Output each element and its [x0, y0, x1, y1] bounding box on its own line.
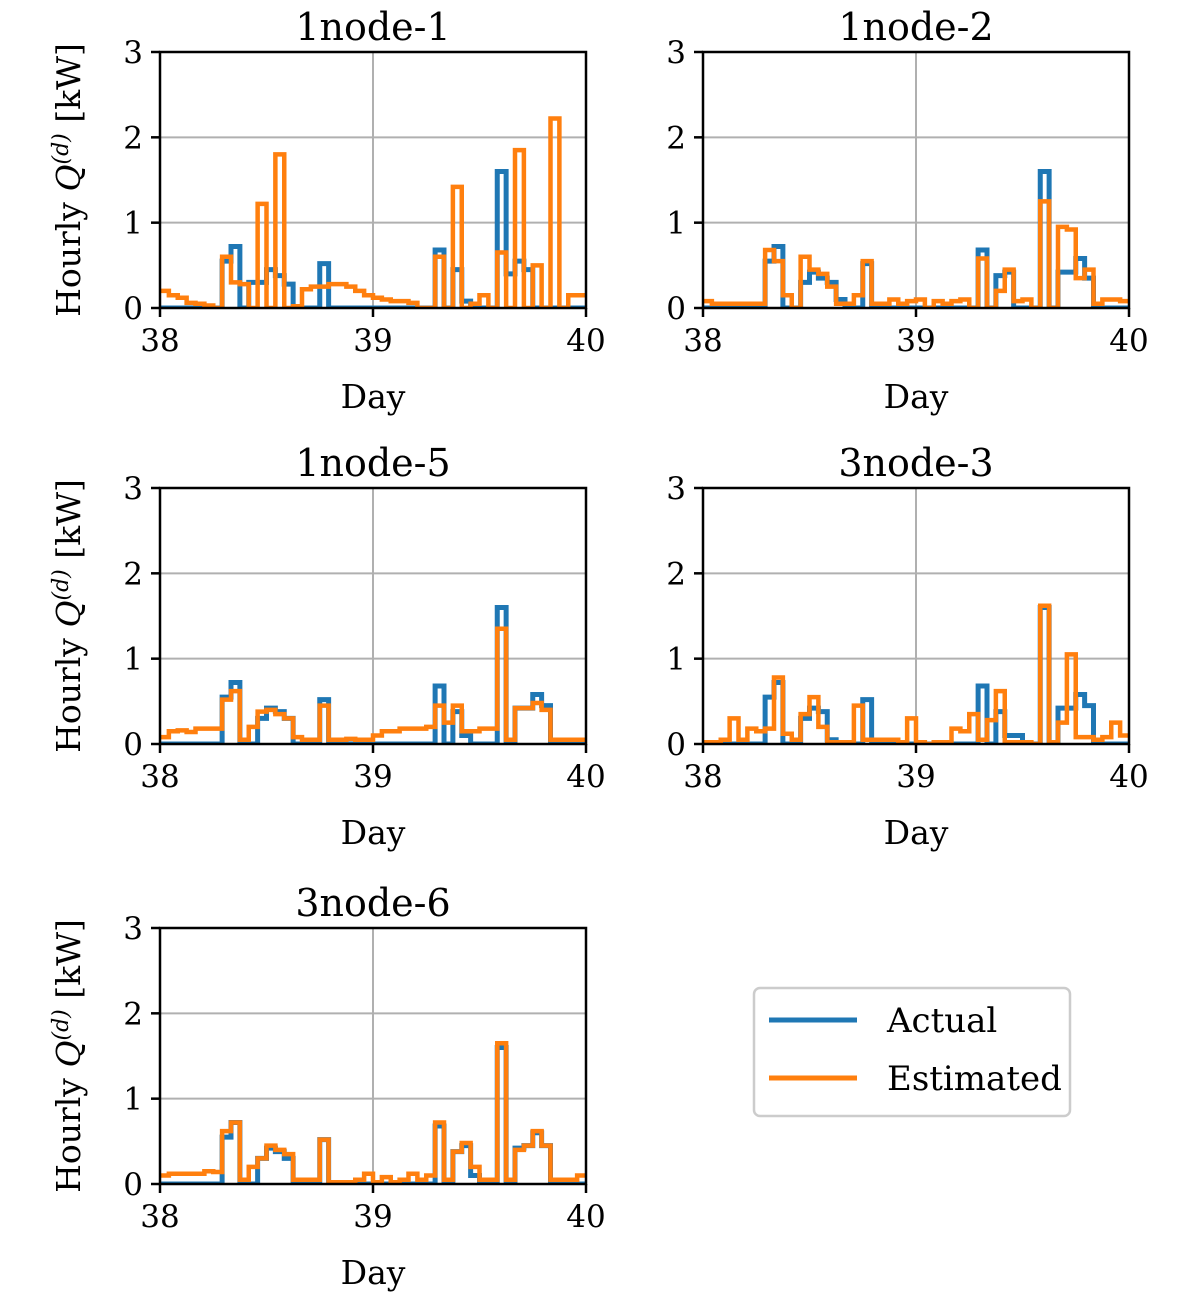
- y-axis-label-superscript: (d): [49, 133, 74, 164]
- y-axis-label: Hourly Q(d) [kW]: [49, 43, 88, 317]
- x-tick-label: 40: [1109, 323, 1148, 359]
- y-axis-label-prefix: Hourly: [49, 628, 88, 753]
- series-line-estimated: [703, 199, 1129, 308]
- series-line-estimated: [160, 626, 586, 742]
- x-axis-label: Day: [884, 377, 949, 416]
- y-tick-label: 0: [666, 291, 686, 327]
- x-tick-label: 38: [140, 323, 179, 359]
- y-tick-label: 3: [123, 911, 143, 947]
- x-tick-label: 39: [353, 759, 392, 795]
- x-tick-label: 38: [140, 1199, 179, 1235]
- y-tick-label: 0: [123, 291, 143, 327]
- y-tick-label: 3: [666, 471, 686, 507]
- x-axis-label: Day: [341, 1253, 406, 1292]
- x-axis-label: Day: [341, 813, 406, 852]
- chart-panel: 38 39 40 0 1 2 3 1node-5 Day Hourly Q(d) [kW]: [49, 441, 606, 852]
- chart-title: 1node-1: [295, 5, 450, 49]
- x-tick-label: 39: [896, 323, 935, 359]
- chart-title: 3node-6: [295, 881, 450, 925]
- series-line-estimated: [160, 1040, 586, 1184]
- y-tick-label: 1: [666, 642, 686, 678]
- y-tick-label: 0: [123, 1167, 143, 1203]
- y-axis-label-unit: [kW]: [49, 919, 88, 1009]
- x-tick-label: 40: [566, 1199, 605, 1235]
- y-tick-label: 0: [666, 727, 686, 763]
- y-tick-label: 0: [123, 727, 143, 763]
- y-tick-label: 1: [123, 206, 143, 242]
- y-axis-label: Hourly Q(d) [kW]: [49, 479, 88, 753]
- series-line-estimated: [160, 116, 586, 308]
- y-tick-label: 1: [666, 206, 686, 242]
- chart-title: 1node-5: [295, 441, 450, 485]
- y-tick-label: 1: [123, 642, 143, 678]
- x-tick-label: 38: [683, 323, 722, 359]
- y-tick-label: 2: [123, 556, 143, 592]
- y-tick-label: 3: [666, 35, 686, 71]
- x-tick-label: 40: [566, 759, 605, 795]
- x-tick-label: 38: [140, 759, 179, 795]
- chart-panel: 38 39 40 0 1 2 3 1node-2 Day: [666, 5, 1148, 416]
- legend: Actual Estimated: [752, 986, 1072, 1118]
- y-axis-label-prefix: Hourly: [49, 192, 88, 317]
- y-tick-label: 3: [123, 471, 143, 507]
- series-line-actual: [160, 168, 586, 308]
- chart-title: 3node-3: [838, 441, 993, 485]
- y-axis-label-superscript: (d): [49, 569, 74, 600]
- x-tick-label: 38: [683, 759, 722, 795]
- y-axis-label: Hourly Q(d) [kW]: [49, 919, 88, 1193]
- x-axis-label: Day: [884, 813, 949, 852]
- y-axis-label-unit: [kW]: [49, 43, 88, 133]
- series-line-estimated: [703, 603, 1129, 744]
- y-axis-label-prefix: Hourly: [49, 1068, 88, 1193]
- chart-panel: 38 39 40 0 1 2 3 3node-6 Day Hourly Q(d) [kW]: [49, 881, 606, 1292]
- legend-label-actual: Actual: [886, 1001, 997, 1041]
- y-axis-label-superscript: (d): [49, 1009, 74, 1040]
- x-tick-label: 40: [566, 323, 605, 359]
- y-axis-label-variable: Q: [49, 600, 88, 627]
- chart-panel: 38 39 40 0 1 2 3 3node-3 Day: [666, 441, 1148, 852]
- x-axis-label: Day: [341, 377, 406, 416]
- y-axis-label-variable: Q: [49, 1040, 88, 1067]
- x-tick-label: 39: [896, 759, 935, 795]
- x-tick-label: 39: [353, 1199, 392, 1235]
- y-tick-label: 3: [123, 35, 143, 71]
- y-tick-label: 1: [123, 1082, 143, 1118]
- y-tick-label: 2: [123, 996, 143, 1032]
- y-axis-label-variable: Q: [49, 164, 88, 191]
- chart-panel: 38 39 40 0 1 2 3 1node-1 Day Hourly Q(d) [kW]: [49, 5, 606, 416]
- y-tick-label: 2: [666, 556, 686, 592]
- y-axis-label-unit: [kW]: [49, 479, 88, 569]
- y-tick-label: 2: [123, 120, 143, 156]
- legend-label-estimated: Estimated: [887, 1059, 1062, 1099]
- x-tick-label: 40: [1109, 759, 1148, 795]
- y-tick-label: 2: [666, 120, 686, 156]
- chart-title: 1node-2: [838, 5, 993, 49]
- x-tick-label: 39: [353, 323, 392, 359]
